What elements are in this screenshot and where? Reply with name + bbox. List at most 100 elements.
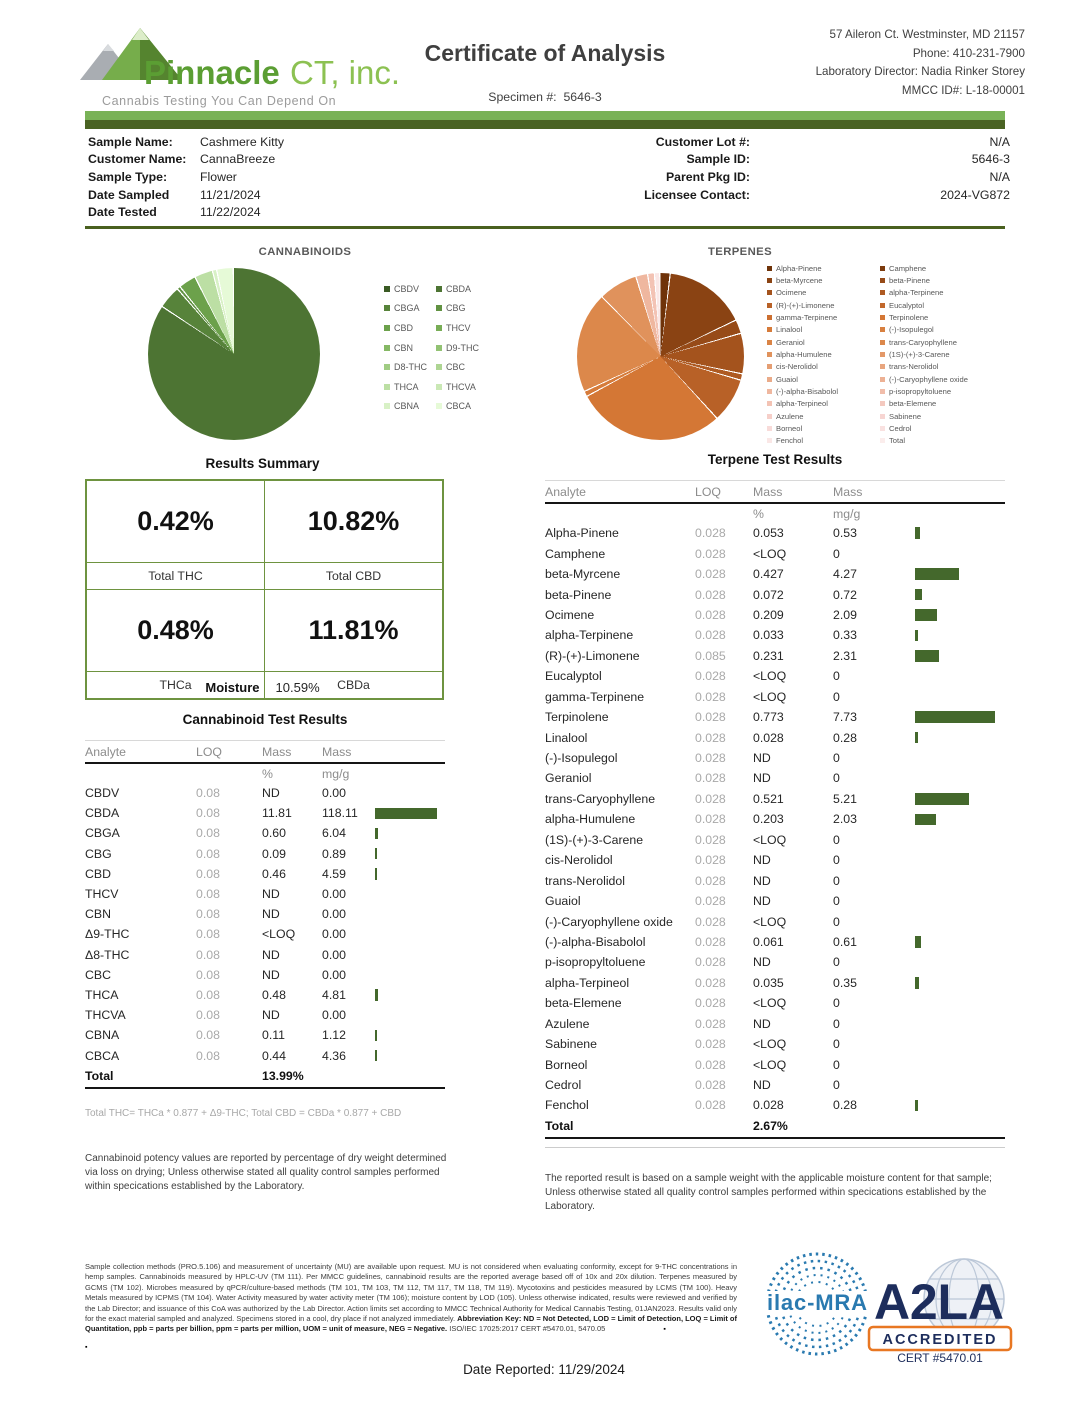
- info-label: Sample Type:: [88, 169, 168, 184]
- terpenes-chart-title: TERPENES: [707, 246, 773, 258]
- date-reported: Date Reported: 11/29/2024: [463, 1362, 625, 1377]
- legend-swatch-icon: [767, 265, 772, 271]
- legend-swatch-icon: [880, 290, 885, 296]
- legend-swatch-icon: [880, 278, 885, 284]
- legend-swatch-icon: [767, 278, 772, 284]
- legend-label: trans-Caryophyllene: [889, 337, 957, 347]
- loq-cell: 0.08: [196, 907, 220, 922]
- cannabinoid-note: Cannabinoid potency values are reported …: [85, 1153, 447, 1193]
- thca-value: 0.48%: [87, 590, 264, 671]
- mass-pct-cell: 0.053: [753, 526, 784, 541]
- mass-pct-cell: 0.072: [753, 587, 784, 602]
- legend-swatch-icon: [880, 438, 885, 444]
- analyte-cell: Azulene: [545, 1016, 590, 1031]
- table-row: trans-Nerolidol 0.028 ND 0: [545, 870, 1005, 890]
- legend-swatch-icon: [436, 324, 442, 331]
- legend-item: (1S)-(+)-3-Carene: [880, 348, 968, 360]
- legend-item: Linalool: [767, 324, 880, 336]
- legend-item: trans-Nerolidol: [880, 361, 968, 373]
- loq-cell: 0.08: [196, 967, 220, 982]
- results-summary-title: Results Summary: [205, 456, 320, 471]
- ilac-mra-text: ilac-MRA: [767, 1290, 867, 1315]
- mass-pct-cell: <LOQ: [753, 996, 787, 1011]
- mass-mgg-cell: 1.12: [322, 1028, 346, 1043]
- mass-mgg-cell: 4.27: [833, 567, 857, 582]
- legend-item: Alpha-Pinene: [767, 262, 880, 274]
- mass-mgg-cell: 118.11: [322, 806, 358, 821]
- column-header: LOQ: [196, 744, 222, 759]
- table-row: CBC 0.08 ND 0.00: [85, 965, 445, 985]
- legend-item: p-isopropyltoluene: [880, 385, 968, 397]
- page-title: Certificate of Analysis: [424, 40, 666, 66]
- legend-swatch-icon: [384, 344, 390, 351]
- loq-cell: 0.08: [196, 887, 220, 902]
- unit-cell: %: [753, 506, 764, 521]
- section-divider: [85, 226, 1005, 229]
- mass-pct-cell: <LOQ: [262, 927, 296, 942]
- legend-swatch-icon: [880, 401, 885, 407]
- legend-label: D9-THC: [446, 342, 479, 353]
- analyte-cell: Guaiol: [545, 894, 581, 909]
- table-row: Eucalyptol 0.028 <LOQ 0: [545, 666, 1005, 686]
- legend-swatch-icon: [880, 339, 885, 345]
- value-bar: [915, 977, 919, 989]
- table-row: (-)-Caryophyllene oxide 0.028 <LOQ 0: [545, 911, 1005, 931]
- analyte-cell: Eucalyptol: [545, 669, 602, 684]
- legend-swatch-icon: [880, 315, 885, 321]
- legend-swatch-icon: [880, 364, 885, 370]
- legend-swatch-icon: [880, 352, 885, 358]
- legend-label: (-)-Isopulegol: [889, 325, 934, 335]
- terpenes-legend: Alpha-Pinene Camphene beta-Myrcene beta-Pin…: [767, 262, 968, 447]
- table-row: (-)-Isopulegol 0.028 ND 0: [545, 748, 1005, 768]
- mass-pct-cell: <LOQ: [753, 689, 787, 704]
- legend-label: Terpinolene: [889, 313, 929, 323]
- value-bar: [915, 650, 939, 662]
- legend-item: CBD: [384, 318, 436, 338]
- legend-swatch-icon: [767, 426, 772, 432]
- fine-print: Sample collection methods (PRO.5.106) an…: [85, 1262, 737, 1336]
- bar-cell: [915, 527, 1005, 539]
- mass-pct-cell: 0.427: [753, 567, 784, 582]
- a2la-accredited-text: ACCREDITED: [882, 1332, 997, 1348]
- bar-cell: [915, 731, 1005, 744]
- lab-director: Laboratory Director: Nadia Rinker Storey: [815, 65, 1025, 79]
- mass-pct-cell: ND: [262, 907, 280, 922]
- terpene-table-bottom-rule: [545, 1147, 1005, 1148]
- legend-item: gamma-Terpinene: [767, 311, 880, 323]
- mass-mgg-cell: 0: [833, 669, 840, 684]
- legend-swatch-icon: [880, 302, 885, 308]
- legend-item: Ocimene: [767, 287, 880, 299]
- logo-company-name: Pinnacle: [144, 54, 280, 91]
- table-row: Guaiol 0.028 ND 0: [545, 891, 1005, 911]
- analyte-cell: CBDA: [85, 806, 120, 821]
- mass-pct-cell: 0.209: [753, 607, 784, 622]
- legend-label: Cedrol: [889, 424, 912, 434]
- column-header: Mass: [753, 484, 783, 499]
- moisture-label: Moisture: [205, 680, 260, 695]
- table-row: Borneol 0.028 <LOQ 0: [545, 1054, 1005, 1074]
- legend-item: THCVA: [436, 377, 479, 397]
- loq-cell: 0.028: [695, 934, 726, 949]
- legend-label: Eucalyptol: [889, 300, 925, 310]
- sample-info-row: Customer Name: CannaBreeze: [88, 151, 508, 169]
- table-row: cis-Nerolidol 0.028 ND 0: [545, 850, 1005, 870]
- lab-mmcc-id: MMCC ID#: L-18-00001: [901, 83, 1025, 97]
- cannabinoids-chart-title: CANNABINOIDS: [258, 246, 352, 258]
- info-value: CannaBreeze: [200, 152, 276, 167]
- terpene-table-title: Terpene Test Results: [707, 452, 843, 467]
- sample-info-row: Customer Lot #: N/A: [545, 133, 1010, 151]
- bar-cell: [375, 827, 445, 840]
- table-row: (1S)-(+)-3-Carene 0.028 <LOQ 0: [545, 830, 1005, 850]
- legend-item: (-)-alpha-Bisabolol: [767, 385, 880, 397]
- value-bar: [915, 527, 921, 539]
- loq-cell: 0.028: [695, 567, 726, 582]
- legend-label: (1S)-(+)-3-Carene: [889, 350, 950, 360]
- loq-cell: 0.08: [196, 1048, 220, 1063]
- legend-label: (-)-Caryophyllene oxide: [889, 374, 968, 384]
- value-bar: [375, 847, 377, 860]
- table-row: beta-Myrcene 0.028 0.427 4.27: [545, 564, 1005, 584]
- legend-item: D9-THC: [436, 338, 479, 358]
- glyph-box: ▪: [663, 1326, 666, 1334]
- legend-item: beta-Pinene: [880, 274, 968, 286]
- table-units-row: % mg/g: [545, 504, 1005, 523]
